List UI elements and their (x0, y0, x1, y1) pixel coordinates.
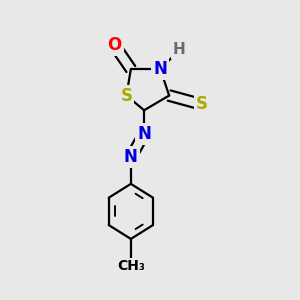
Text: O: O (107, 37, 122, 55)
Text: S: S (196, 95, 208, 113)
Text: CH₃: CH₃ (117, 259, 145, 273)
Text: S: S (120, 86, 132, 104)
Text: N: N (137, 125, 151, 143)
Text: H: H (173, 42, 186, 57)
Text: N: N (153, 60, 167, 78)
Text: N: N (124, 148, 138, 166)
